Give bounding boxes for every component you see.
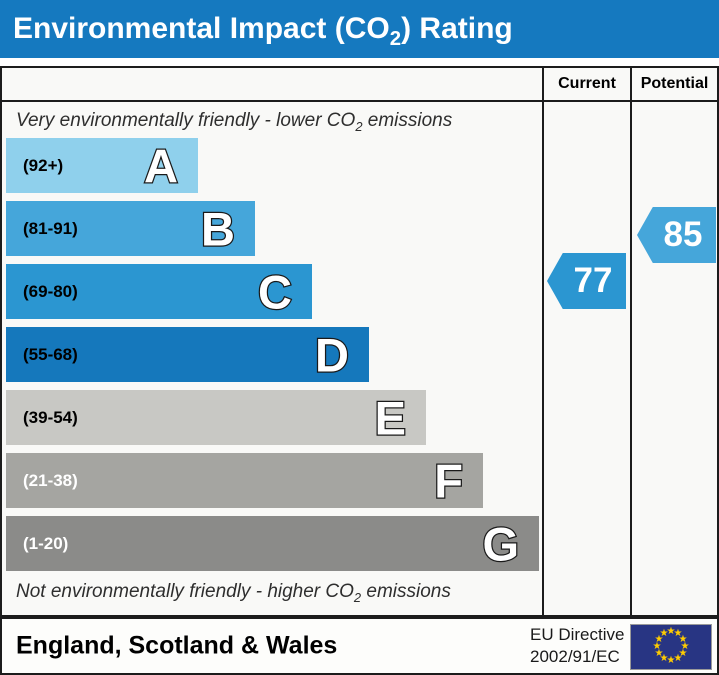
- region-label: England, Scotland & Wales: [16, 631, 338, 660]
- band-b-letter: B: [200, 202, 236, 255]
- caption-bottom-text-end: emissions: [361, 581, 451, 602]
- band-c-letter: C: [257, 265, 293, 318]
- caption-bottom-subscript: 2: [353, 589, 362, 605]
- title-text-end: ) Rating: [401, 12, 513, 45]
- eu-star: ★: [673, 653, 683, 664]
- caption-bottom-text: Not environmentally friendly - higher CO: [16, 581, 354, 602]
- band-d: (55-68) D: [6, 327, 369, 382]
- band-c-range: (69-80): [23, 281, 78, 301]
- eu-star: ★: [673, 628, 683, 639]
- caption-top: Very environmentally friendly - lower CO…: [16, 110, 452, 134]
- column-header-potential: Potential: [640, 75, 709, 92]
- band-a: (92+) A: [6, 138, 198, 193]
- eu-star: ★: [654, 648, 664, 659]
- caption-top-text-end: emissions: [362, 110, 453, 131]
- band-g-range: (1-20): [23, 533, 69, 553]
- band-e: (39-54) E: [6, 390, 426, 445]
- eu-star: ★: [680, 641, 690, 652]
- eu-directive-line1: EU Directive: [530, 625, 625, 644]
- eu-star: ★: [659, 628, 669, 639]
- eu-directive-label: EU Directive 2002/91/EC: [530, 624, 624, 668]
- caption-top-text: Very environmentally friendly - lower CO: [16, 110, 356, 131]
- eu-star: ★: [678, 648, 688, 659]
- band-e-letter: E: [373, 391, 407, 444]
- band-f: (21-38) F: [6, 453, 483, 508]
- column-divider-potential: [630, 68, 632, 615]
- title-subscript: 2: [389, 28, 402, 50]
- band-f-range: (21-38): [23, 470, 78, 490]
- band-e-range: (39-54): [23, 407, 78, 427]
- eu-star: ★: [654, 634, 664, 645]
- footer: England, Scotland & Wales EU Directive 2…: [0, 617, 719, 675]
- band-d-range: (55-68): [23, 344, 78, 364]
- header-divider: [2, 100, 717, 102]
- band-b: (81-91) B: [6, 201, 255, 256]
- potential-rating-arrow: 85: [637, 207, 716, 263]
- eu-flag-icon: ★ ★ ★ ★ ★ ★ ★ ★ ★ ★ ★ ★: [630, 624, 712, 670]
- caption-top-subscript: 2: [355, 118, 363, 134]
- band-g-letter: G: [481, 517, 520, 570]
- eu-star: ★: [659, 653, 669, 664]
- band-d-letter: D: [314, 328, 350, 381]
- page-title: Environmental Impact (CO2) Rating: [0, 0, 719, 58]
- title-text: Environmental Impact (CO: [13, 12, 390, 45]
- eu-star: ★: [666, 626, 676, 637]
- band-a-letter: A: [143, 139, 179, 192]
- caption-bottom: Not environmentally friendly - higher CO…: [16, 581, 451, 605]
- eu-directive-line2: 2002/91/EC: [530, 647, 620, 666]
- band-a-range: (92+): [23, 155, 64, 175]
- column-header-current: Current: [558, 75, 616, 92]
- band-b-range: (81-91): [23, 218, 78, 238]
- current-rating-arrow: 77: [547, 253, 626, 309]
- band-c: (69-80) C: [6, 264, 312, 319]
- band-f-letter: F: [433, 454, 464, 507]
- column-divider-current: [542, 68, 544, 615]
- rating-table: Current Potential Very environmentally f…: [0, 66, 719, 617]
- eu-star: ★: [652, 641, 662, 652]
- eu-star: ★: [666, 655, 676, 666]
- eu-star: ★: [678, 634, 688, 645]
- band-g: (1-20) G: [6, 516, 539, 571]
